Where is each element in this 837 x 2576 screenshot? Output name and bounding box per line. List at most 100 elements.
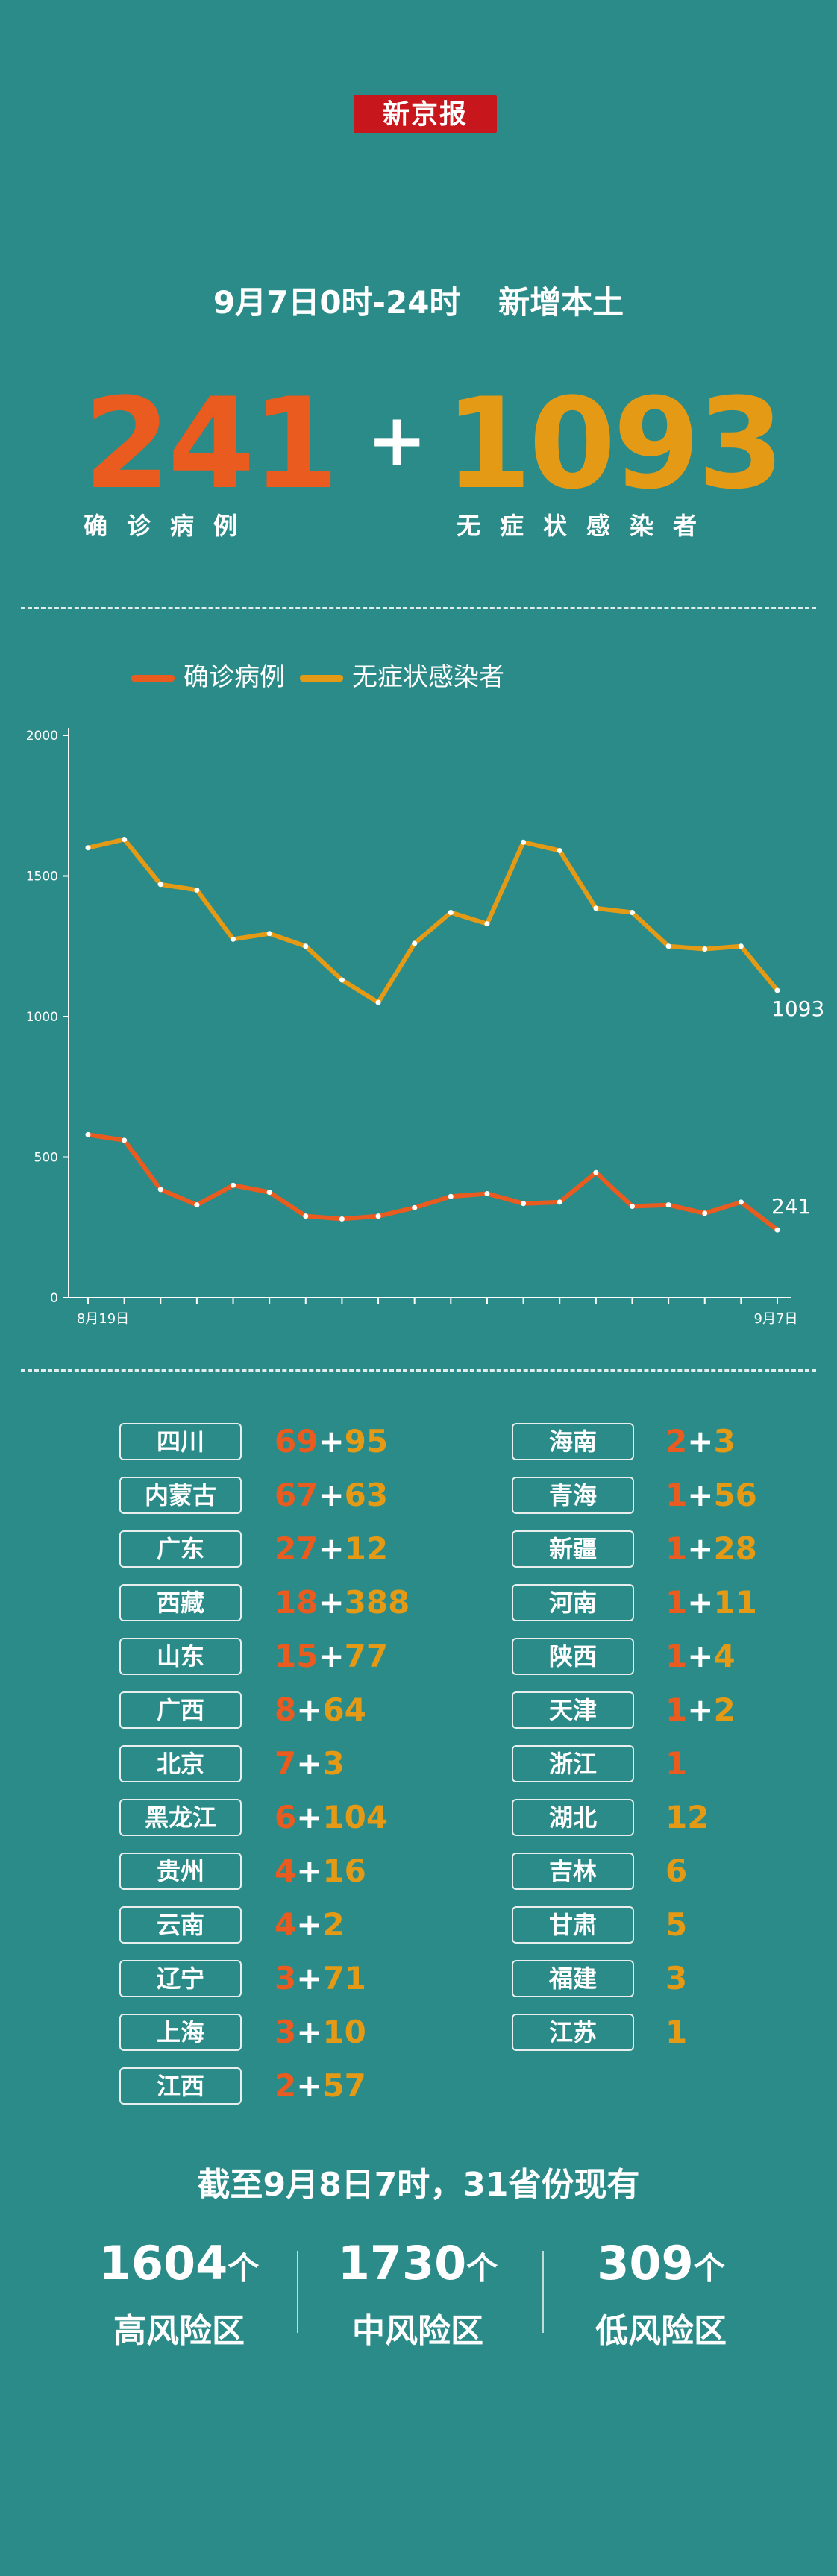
province-value: 1+2 (665, 1691, 736, 1729)
line-chart: 0 500 1000 1500 2000 8月19日 9月7日 241 1093 (26, 728, 824, 1327)
data-point (738, 943, 744, 949)
risk-high-count: 1604 (98, 2236, 228, 2290)
data-point (557, 848, 562, 854)
province-plus: + (296, 2067, 323, 2104)
province-confirmed: 7 (275, 1745, 297, 1782)
data-point (231, 936, 236, 942)
province-value: 1 (665, 2014, 687, 2051)
data-point (339, 1216, 345, 1222)
province-asymptomatic: 2 (713, 1691, 736, 1728)
province-plus: + (296, 1906, 323, 1943)
province-name: 天津 (512, 1691, 634, 1729)
province-name: 浙江 (512, 1745, 634, 1782)
data-point (665, 943, 671, 949)
data-point (122, 1137, 128, 1143)
province-confirmed: 6 (275, 1799, 297, 1835)
province-plus: + (687, 1530, 714, 1567)
province-confirmed: 8 (275, 1691, 297, 1728)
province-asymptomatic: 16 (322, 1853, 366, 1889)
province-value: 2+57 (275, 2067, 366, 2105)
province-asymptomatic: 11 (713, 1584, 757, 1621)
province-plus: + (687, 1584, 714, 1621)
province-name: 云南 (119, 1906, 242, 1944)
risk-separator-2 (542, 2251, 544, 2333)
risk-high-unit: 个 (228, 2250, 260, 2287)
data-point (629, 1203, 635, 1209)
data-point (557, 1199, 562, 1205)
province-confirmed: 4 (275, 1853, 297, 1889)
province-value: 1+28 (665, 1530, 757, 1568)
province-name: 山东 (119, 1638, 242, 1675)
data-point (521, 839, 527, 845)
province-asymptomatic: 12 (344, 1530, 389, 1567)
province-asymptomatic: 6 (665, 1853, 688, 1889)
y-tick-label: 1500 (26, 870, 58, 885)
asymptomatic-total: 1093 (445, 371, 785, 517)
province-confirmed: 1 (665, 1530, 688, 1567)
data-point (157, 882, 163, 888)
province-value: 4+2 (275, 1906, 345, 1944)
province-confirmed: 4 (275, 1906, 297, 1943)
y-tick-label: 500 (34, 1151, 58, 1166)
province-confirmed: 3 (275, 2014, 297, 2050)
province-name: 广东 (119, 1530, 242, 1568)
province-name: 甘肃 (512, 1906, 634, 1944)
province-asymptomatic: 388 (344, 1584, 410, 1621)
data-point (593, 905, 599, 911)
province-name: 北京 (119, 1745, 242, 1782)
province-asymptomatic: 28 (713, 1530, 757, 1567)
province-value: 3+71 (275, 1960, 366, 1997)
y-tick-label: 0 (50, 1291, 58, 1306)
legend-label-asymptomatic: 无症状感染者 (352, 662, 504, 692)
province-value: 18+388 (275, 1584, 410, 1621)
province-asymptomatic: 57 (322, 2067, 366, 2104)
risk-low-count: 309 (597, 2236, 694, 2290)
data-point (665, 1202, 671, 1208)
risk-low-unit: 个 (693, 2250, 725, 2287)
x-tick-label: 9月7日 (754, 1311, 798, 1327)
province-asymptomatic: 3 (665, 1960, 688, 1997)
province-confirmed: 18 (275, 1584, 319, 1621)
province-confirmed: 67 (275, 1477, 319, 1513)
province-value: 8+64 (275, 1691, 366, 1729)
province-asymptomatic: 2 (322, 1906, 345, 1943)
province-asymptomatic: 77 (344, 1638, 389, 1674)
province-asymptomatic: 5 (665, 1906, 688, 1943)
province-plus: + (318, 1638, 345, 1674)
data-point (738, 1199, 744, 1205)
data-point (266, 931, 272, 937)
province-asymptomatic: 104 (322, 1799, 389, 1835)
province-value: 27+12 (275, 1530, 388, 1568)
legend-confirmed: 确诊病例 (131, 656, 285, 693)
legend-label-confirmed: 确诊病例 (184, 662, 285, 692)
legend-swatch-confirmed (131, 675, 175, 682)
province-asymptomatic: 10 (322, 2014, 366, 2050)
province-value: 1 (665, 1745, 687, 1782)
province-plus: + (687, 1477, 714, 1513)
province-confirmed: 1 (665, 1745, 688, 1782)
province-value: 4+16 (275, 1853, 366, 1890)
province-value: 3 (665, 1960, 687, 1997)
province-plus: + (296, 1745, 323, 1782)
divider-bottom (21, 1369, 816, 1372)
province-name: 上海 (119, 2014, 242, 2051)
province-name: 吉林 (512, 1853, 634, 1890)
province-plus: + (296, 1691, 323, 1728)
end-value-label: 1093 (771, 996, 824, 1021)
data-point (484, 921, 490, 927)
risk-low-label: 低风险区 (595, 2312, 727, 2350)
province-value: 69+95 (275, 1423, 388, 1460)
province-plus: + (687, 1638, 714, 1674)
province-value: 3+10 (275, 2014, 366, 2051)
province-name: 贵州 (119, 1853, 242, 1890)
data-point (702, 946, 708, 952)
data-point (774, 1227, 780, 1233)
risk-separator-1 (297, 2251, 298, 2333)
x-tick-label: 8月19日 (77, 1311, 129, 1327)
province-plus: + (687, 1423, 714, 1460)
province-name: 西藏 (119, 1584, 242, 1621)
confirmed-caption: 确诊病例 (84, 512, 257, 540)
province-confirmed: 2 (665, 1423, 688, 1460)
series-line-asymptomatic (86, 837, 780, 1005)
province-value: 1+11 (665, 1584, 757, 1621)
